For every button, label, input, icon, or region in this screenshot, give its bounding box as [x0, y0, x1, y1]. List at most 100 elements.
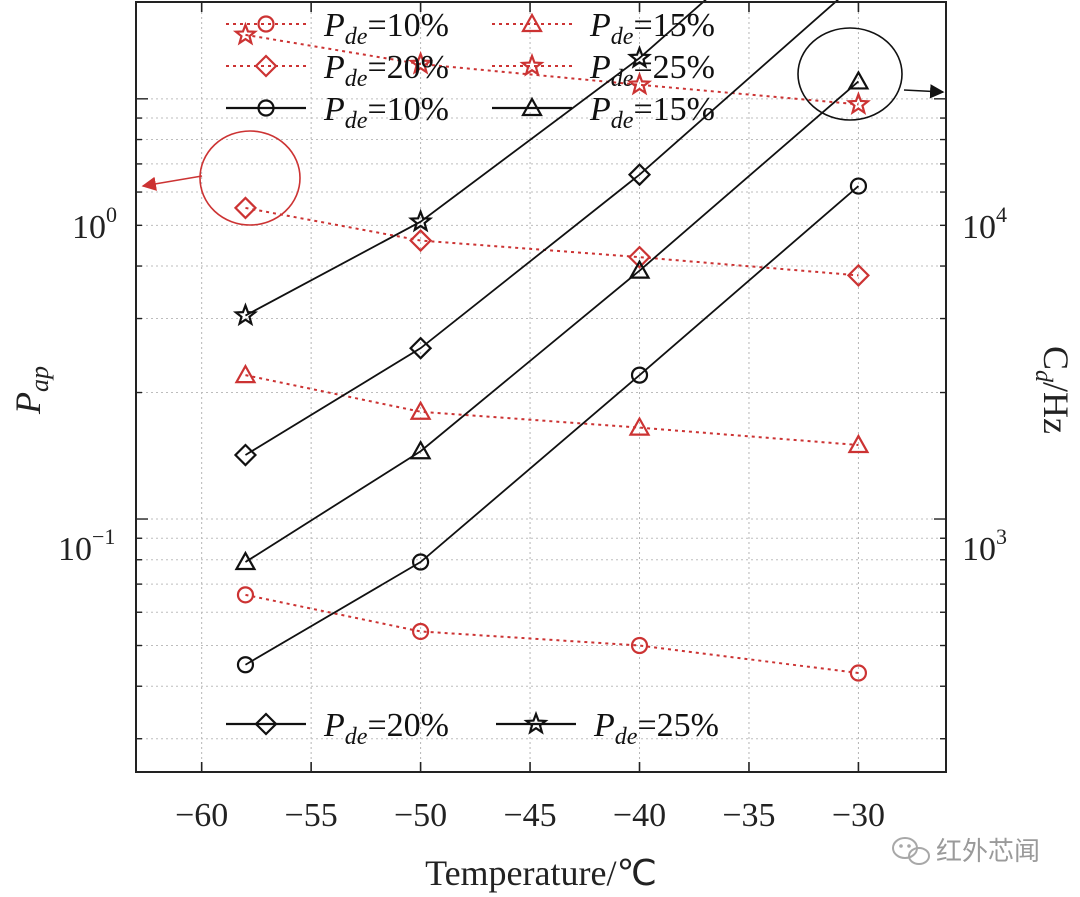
- data-point: [409, 228, 433, 253]
- data-point: [408, 208, 434, 233]
- legend-top: Pde=10% Pde=15% Pde=20% Pde=25% Pde=10% Pde=1…: [226, 7, 715, 134]
- right-tick-label-1: 104: [962, 202, 1007, 246]
- data-point: [411, 622, 430, 641]
- series-line: [244, 0, 840, 456]
- series-left-circle: [236, 586, 868, 682]
- data-point: [628, 259, 651, 279]
- data-point: [411, 553, 430, 571]
- legend-label: Pde=10%: [323, 7, 449, 50]
- x-tick-label: −55: [285, 797, 338, 834]
- x-tick-label: −45: [503, 797, 556, 834]
- data-point: [409, 336, 433, 360]
- legend-item: Pde=20%: [226, 707, 449, 750]
- data-point: [232, 302, 258, 327]
- data-point: [234, 363, 257, 384]
- x-tick-label: −60: [175, 797, 228, 834]
- series-right-circle: [236, 177, 868, 674]
- data-point: [233, 196, 258, 220]
- left-tick-label-0: 10−1: [58, 524, 115, 568]
- legend-item: Pde=15%: [492, 91, 715, 134]
- axis-ticks: [136, 2, 946, 772]
- highlight-circle-right: [797, 27, 903, 121]
- series-right-triangle: [234, 70, 870, 571]
- series-left-star: [232, 21, 871, 116]
- legend-bottom: Pde=20% Pde=25%: [226, 707, 719, 750]
- series-line: [245, 593, 859, 675]
- legend-label: Pde=25%: [593, 707, 719, 750]
- data-point: [236, 656, 255, 674]
- data-point: [234, 550, 257, 571]
- grid: [136, 2, 946, 772]
- data-point: [233, 443, 258, 467]
- x-axis-title: Temperature/℃: [425, 853, 657, 893]
- data-point: [408, 50, 434, 75]
- x-tick-labels: −60 −55 −50 −45 −40 −35 −30: [175, 797, 885, 834]
- legend-label: Pde=15%: [589, 7, 715, 50]
- right-tick-label-0: 103: [962, 524, 1007, 568]
- legend-item: Pde=25%: [492, 49, 715, 92]
- series-line: [245, 206, 859, 277]
- data-point: [847, 433, 870, 454]
- legend-label: Pde=20%: [323, 707, 449, 750]
- arrow-right: [903, 84, 945, 99]
- legend-marker: [521, 12, 543, 33]
- right-axis-title: Cd/Hz: [1030, 346, 1076, 434]
- legend-item: Pde=15%: [492, 7, 715, 50]
- data-point: [627, 44, 653, 69]
- legend-marker: [257, 99, 275, 117]
- data-point: [849, 664, 868, 682]
- series-line: [245, 0, 707, 317]
- legend-marker: [254, 712, 278, 736]
- x-tick-label: −50: [394, 797, 447, 834]
- data-point: [627, 71, 653, 96]
- legend-marker: [519, 52, 545, 77]
- series-right-star: [232, 0, 707, 327]
- legend-label: Pde=10%: [323, 91, 449, 134]
- data-point: [630, 636, 649, 655]
- data-point: [236, 586, 255, 604]
- watermark: 红外芯闻: [892, 837, 1040, 867]
- legend-marker: [523, 710, 549, 735]
- legend-marker: [521, 96, 543, 117]
- legend-item: Pde=25%: [496, 707, 719, 750]
- wechat-icon: [892, 837, 930, 865]
- legend-item: Pde=10%: [226, 91, 449, 134]
- legend-marker: [254, 54, 278, 78]
- data-point: [630, 366, 649, 384]
- data-point: [627, 163, 652, 187]
- data-point: [627, 245, 652, 269]
- legend-label: Pde=20%: [323, 49, 449, 92]
- data-point: [847, 70, 870, 90]
- data-point: [409, 400, 432, 420]
- series-line: [245, 185, 860, 666]
- x-tick-label: −30: [832, 797, 885, 834]
- series-left-triangle: [234, 363, 870, 454]
- watermark-text: 红外芯闻: [936, 837, 1040, 867]
- series-line: [244, 80, 860, 563]
- data-point: [849, 177, 868, 195]
- x-tick-label: −40: [613, 797, 666, 834]
- plot-frame: [135, 1, 947, 773]
- annotation-left: [141, 130, 301, 226]
- legend-item: Pde=10%: [226, 7, 449, 50]
- data-point: [232, 21, 258, 46]
- series-group: [232, 0, 871, 682]
- arrow-left: [141, 175, 203, 191]
- data-point: [845, 91, 871, 116]
- legend-label: Pde=15%: [589, 91, 715, 134]
- left-tick-label-1: 100: [72, 202, 117, 246]
- left-axis-title: Pap: [8, 366, 54, 415]
- data-point: [628, 416, 651, 436]
- series-line: [245, 33, 859, 106]
- legend-item: Pde=20%: [226, 49, 449, 92]
- legend-label: Pde=25%: [589, 49, 715, 92]
- x-tick-label: −35: [722, 797, 775, 834]
- data-point: [846, 263, 870, 287]
- annotation-right: [797, 27, 945, 121]
- series-left-diamond: [233, 196, 870, 287]
- series-right-diamond: [233, 0, 840, 467]
- series-line: [245, 374, 859, 447]
- legend-marker: [257, 15, 275, 33]
- highlight-circle-left: [199, 130, 301, 226]
- data-point: [409, 439, 432, 460]
